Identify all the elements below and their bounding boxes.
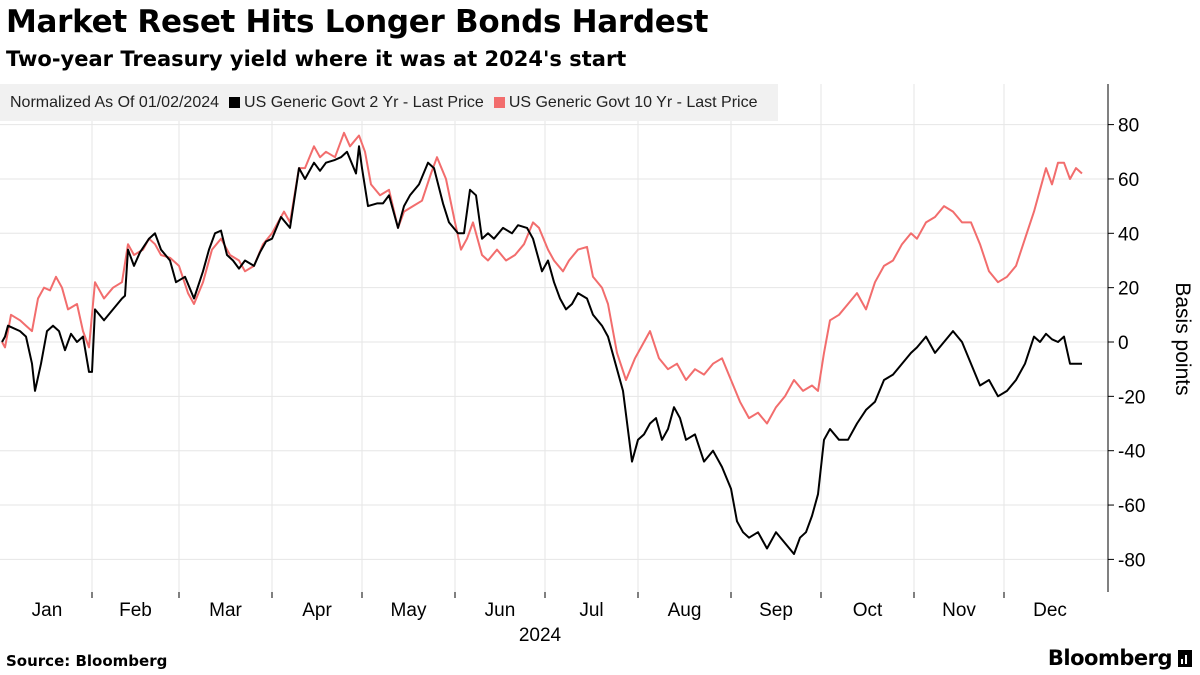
y-tick-label: 40 (1118, 224, 1139, 245)
x-axis-year-label: 2024 (519, 625, 562, 644)
legend-label-ten-year: US Generic Govt 10 Yr - Last Price (508, 93, 758, 111)
series-line-two-year (1, 145, 1082, 555)
legend-label-two-year: US Generic Govt 2 Yr - Last Price (244, 93, 484, 111)
x-tick-label: Aug (668, 600, 702, 621)
y-tick-label: -60 (1118, 496, 1145, 517)
chart-legend: Normalized As Of 01/02/2024 US Generic G… (0, 84, 778, 121)
x-tick-label: Jun (485, 600, 516, 621)
chart-title: Market Reset Hits Longer Bonds Hardest (6, 4, 709, 40)
legend-swatch-two-year (229, 97, 241, 108)
x-tick-label: May (391, 600, 427, 621)
brand-logo: Bloomberg (1048, 646, 1192, 670)
legend-swatch-ten-year (493, 97, 505, 108)
x-tick-label: Sep (759, 600, 793, 621)
x-tick-label: Jul (579, 600, 603, 621)
y-tick-label: -20 (1118, 387, 1145, 408)
line-chart: 80 60 40 20 0 -20 -40 -60 -80 Basis points Jan Feb M… (0, 84, 1194, 644)
x-tick-label: Nov (942, 600, 976, 621)
y-tick-label: 0 (1118, 333, 1129, 354)
y-axis-title: Basis points (1171, 282, 1194, 395)
y-tick-label: 60 (1118, 170, 1139, 191)
x-tick-label: Mar (209, 600, 242, 621)
y-tick-label: 20 (1118, 279, 1139, 300)
bar-chart-icon (1178, 649, 1192, 667)
x-tick-label: Jan (32, 600, 63, 621)
x-tick-label: Dec (1033, 600, 1067, 621)
x-tick-label: Feb (119, 600, 152, 621)
brand-wordmark: Bloomberg (1047, 646, 1173, 670)
x-tick-label: Apr (302, 600, 332, 621)
legend-item-ten-year: US Generic Govt 10 Yr - Last Price (493, 93, 758, 112)
y-tick-label: -80 (1118, 550, 1145, 571)
legend-item-two-year: US Generic Govt 2 Yr - Last Price (229, 94, 484, 112)
source-note: Source: Bloomberg (6, 652, 168, 670)
y-tick-label: -40 (1118, 442, 1145, 463)
legend-note: Normalized As Of 01/02/2024 (10, 93, 220, 111)
chart-subtitle: Two-year Treasury yield where it was at … (6, 47, 627, 71)
y-tick-label: 80 (1118, 116, 1139, 137)
x-tick-label: Oct (853, 600, 883, 621)
series-line-ten-year (1, 131, 1083, 425)
